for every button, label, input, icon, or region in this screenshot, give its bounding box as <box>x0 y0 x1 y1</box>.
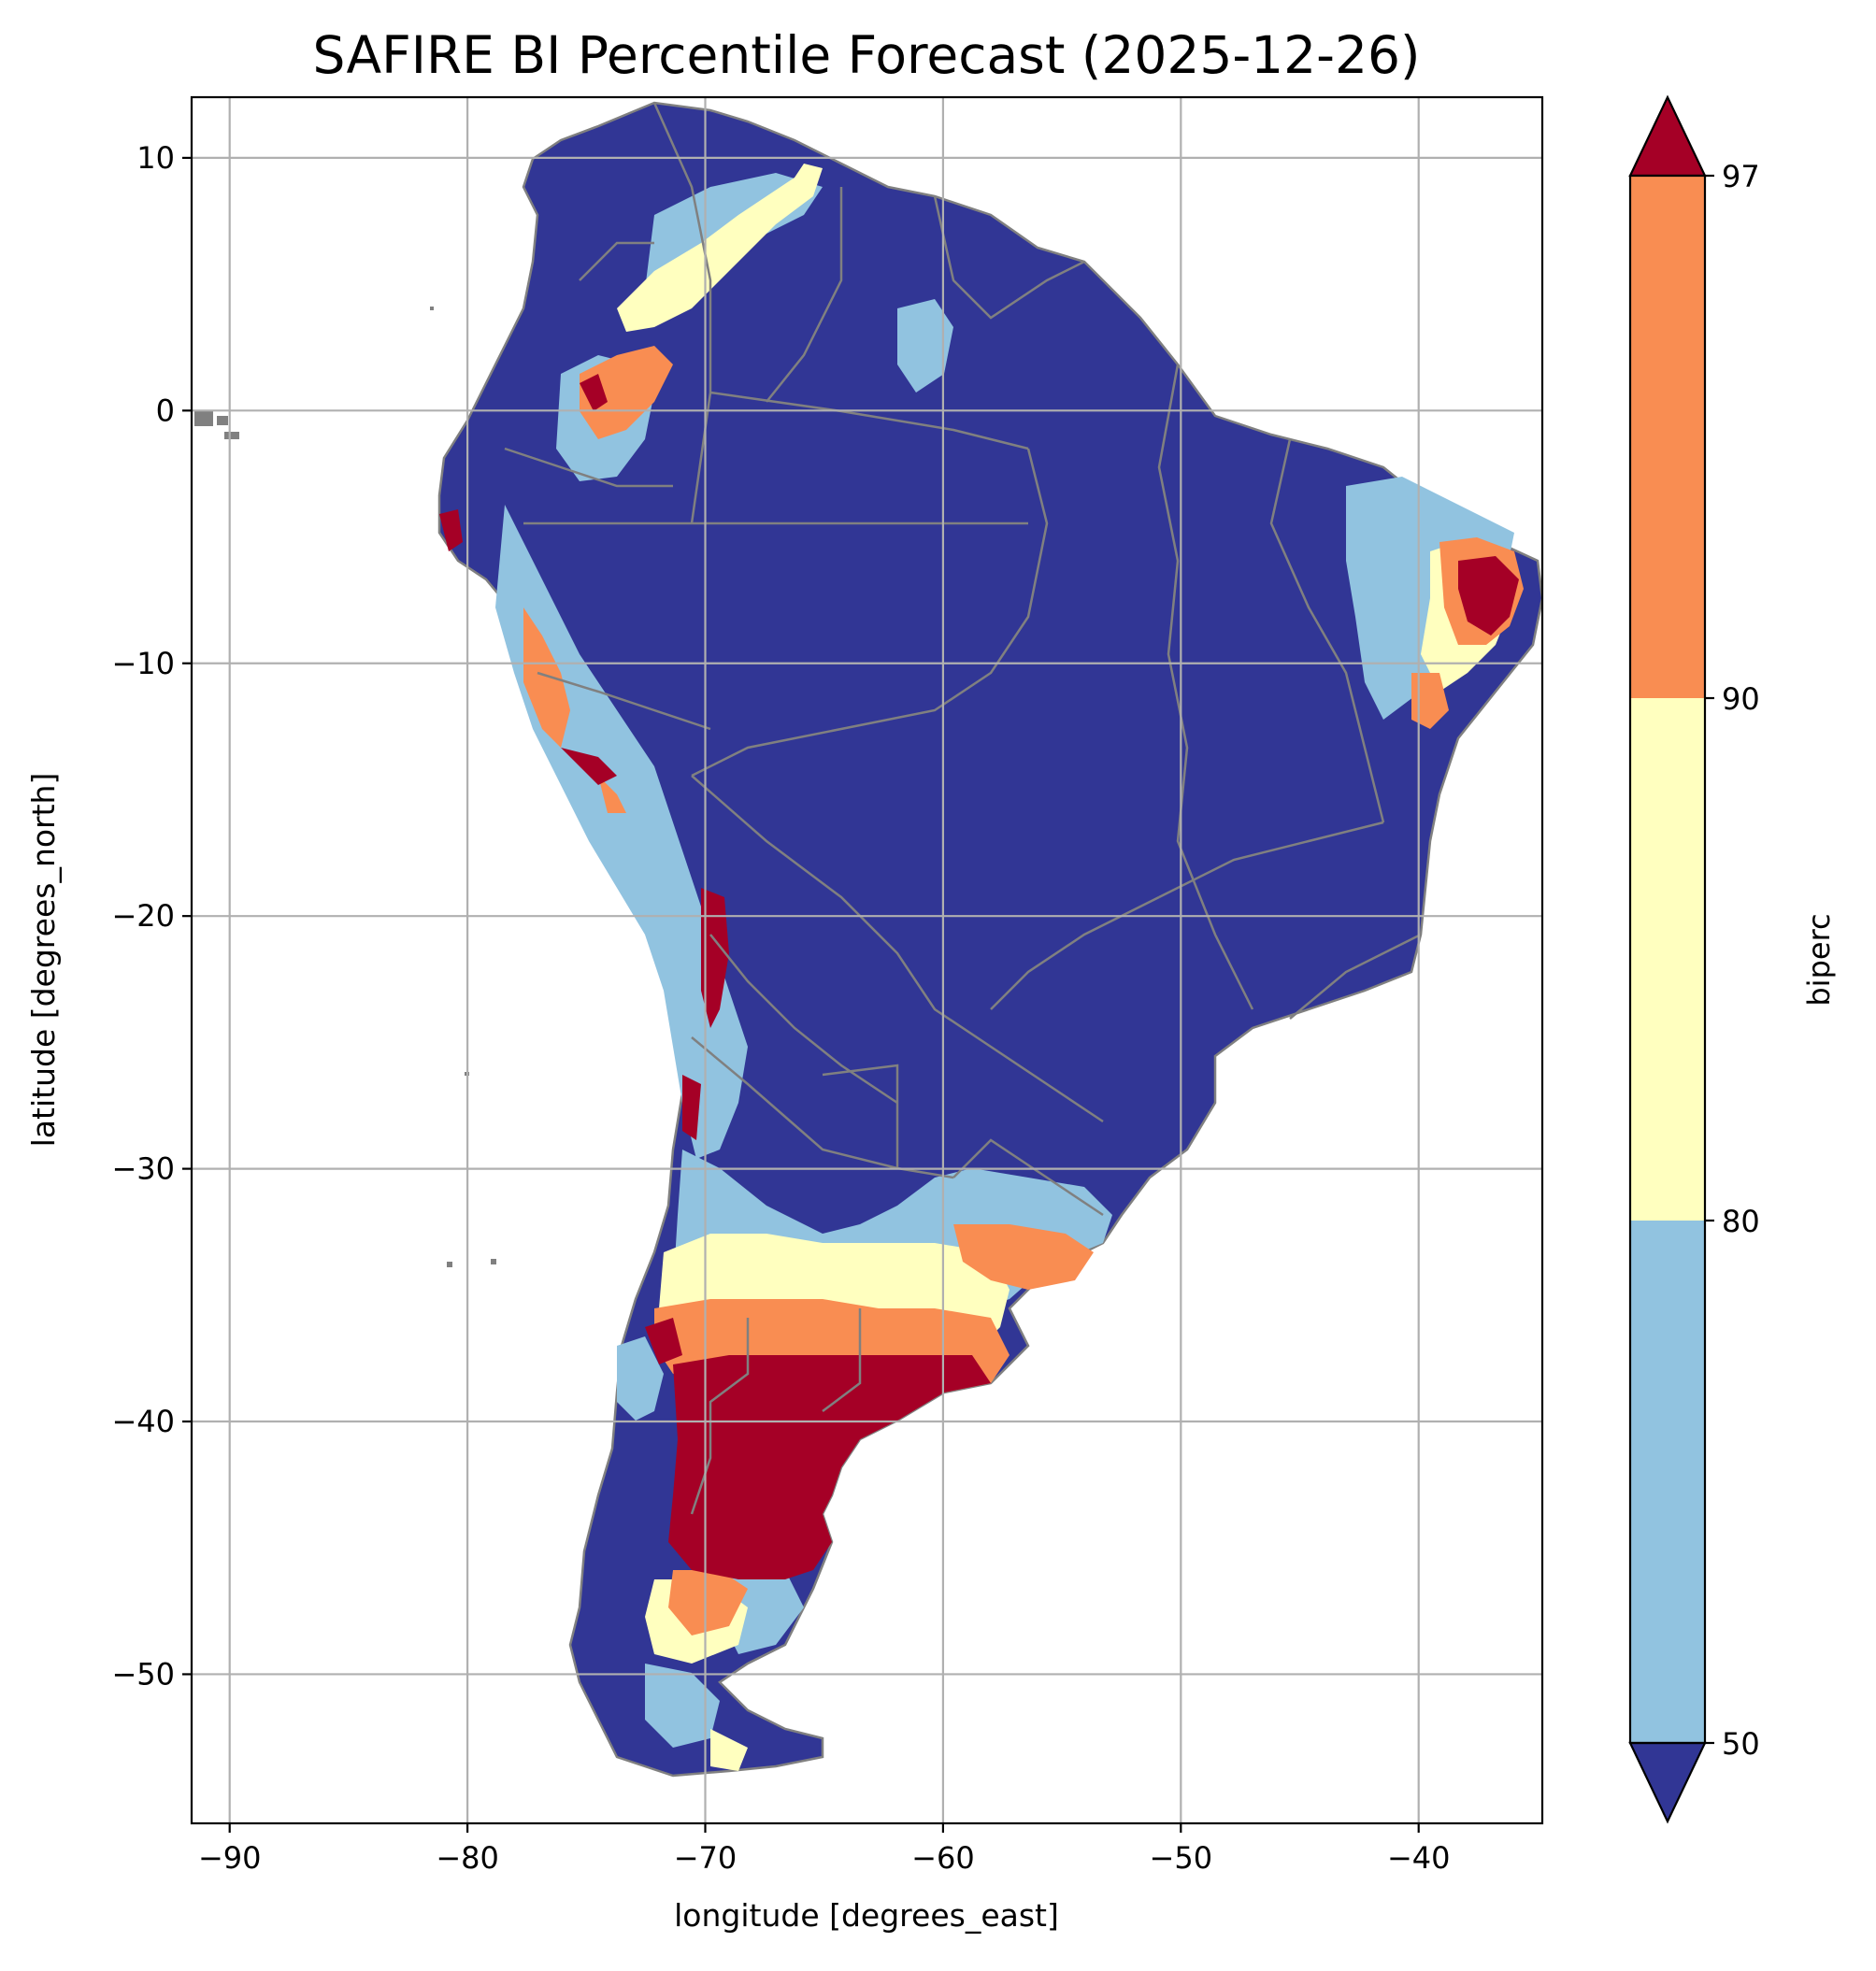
y-tick-label: −40 <box>111 1404 175 1439</box>
x-tick-label: −60 <box>911 1840 975 1876</box>
chart-title: SAFIRE BI Percentile Forecast (2025-12-2… <box>313 25 1421 85</box>
colorbar-extend-top <box>1628 94 1707 178</box>
y-tick-label: −30 <box>111 1151 175 1187</box>
y-tick-label: −50 <box>111 1656 175 1692</box>
x-tick-label: −40 <box>1387 1840 1451 1876</box>
grid-lines <box>192 97 1542 1823</box>
x-axis-ticks: −90 −80 −70 −60 −50 −40 <box>198 1823 1451 1876</box>
colorbar-tick-80: 80 <box>1722 1204 1760 1239</box>
colorbar-tick-50: 50 <box>1722 1726 1760 1762</box>
colorbar-tick-90: 90 <box>1722 681 1760 717</box>
x-tick-label: −50 <box>1150 1840 1213 1876</box>
x-tick-label: −80 <box>436 1840 499 1876</box>
colorbar-extend-bottom <box>1628 1741 1707 1824</box>
axes-frame <box>190 95 1544 1825</box>
colorbar: 97 90 80 50 biperc <box>1628 94 1837 1824</box>
y-axis-ticks: 10 0 −10 −20 −30 −40 −50 <box>111 140 192 1692</box>
colorbar-frame <box>1628 174 1707 1745</box>
colorbar-segment-50-80 <box>1630 1221 1705 1743</box>
y-tick-label: 10 <box>136 140 175 176</box>
y-axis-label: latitude [degrees_north] <box>25 773 62 1148</box>
y-tick-label: 0 <box>156 393 175 428</box>
map-layer <box>194 101 1542 1778</box>
x-axis-label: longitude [degrees_east] <box>674 1897 1059 1934</box>
x-tick-label: −70 <box>674 1840 738 1876</box>
x-tick-label: −90 <box>198 1840 262 1876</box>
colorbar-segment-90-97 <box>1630 176 1705 698</box>
class-above-97-regions <box>439 374 1519 1579</box>
colorbar-segment-80-90 <box>1630 698 1705 1221</box>
colorbar-label: biperc <box>1801 913 1837 1006</box>
y-tick-label: −20 <box>111 898 175 934</box>
colorbar-tick-97: 97 <box>1722 159 1760 194</box>
y-tick-label: −10 <box>111 646 175 681</box>
